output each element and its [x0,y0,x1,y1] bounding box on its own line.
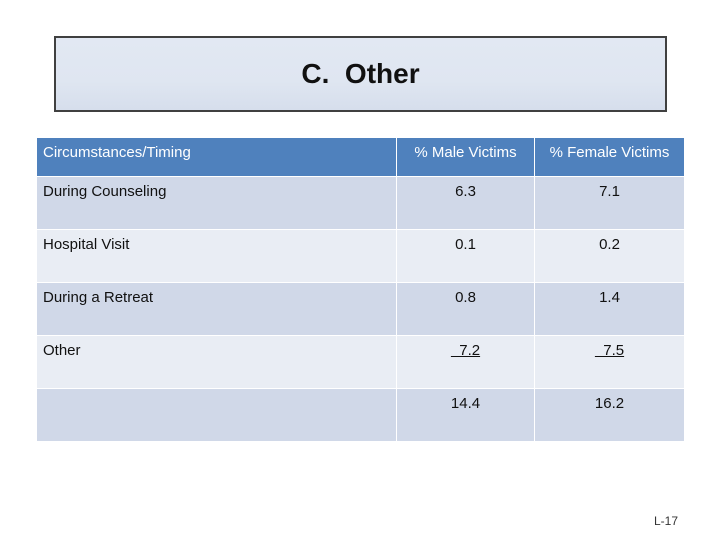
table-row: During Counseling 6.3 7.1 [36,176,685,230]
table-header-row: Circumstances/Timing % Male Victims % Fe… [36,137,685,177]
male-value: 0.1 [396,229,535,283]
row-label [36,388,397,442]
row-label: During Counseling [36,176,397,230]
table-row: Hospital Visit 0.1 0.2 [36,229,685,283]
header-female-victims: % Female Victims [534,137,685,177]
victims-table: Circumstances/Timing % Male Victims % Fe… [36,137,685,442]
row-label: During a Retreat [36,282,397,336]
row-label: Hospital Visit [36,229,397,283]
table-row: Other 7.2 7.5 [36,335,685,389]
title-box: C. Other [54,36,667,112]
table-total-row: 14.4 16.2 [36,388,685,442]
header-male-victims: % Male Victims [396,137,535,177]
female-value: 7.5 [534,335,685,389]
male-value: 0.8 [396,282,535,336]
header-circumstances: Circumstances/Timing [36,137,397,177]
male-value: 7.2 [396,335,535,389]
row-label: Other [36,335,397,389]
slide-title: C. Other [301,58,420,89]
page-number: L-17 [653,514,678,528]
male-value-underlined: 7.2 [450,342,481,359]
female-value-underlined: 7.5 [594,342,625,359]
female-value: 7.1 [534,176,685,230]
female-value: 1.4 [534,282,685,336]
female-total: 16.2 [534,388,685,442]
male-total: 14.4 [396,388,535,442]
female-value: 0.2 [534,229,685,283]
table-row: During a Retreat 0.8 1.4 [36,282,685,336]
male-value: 6.3 [396,176,535,230]
